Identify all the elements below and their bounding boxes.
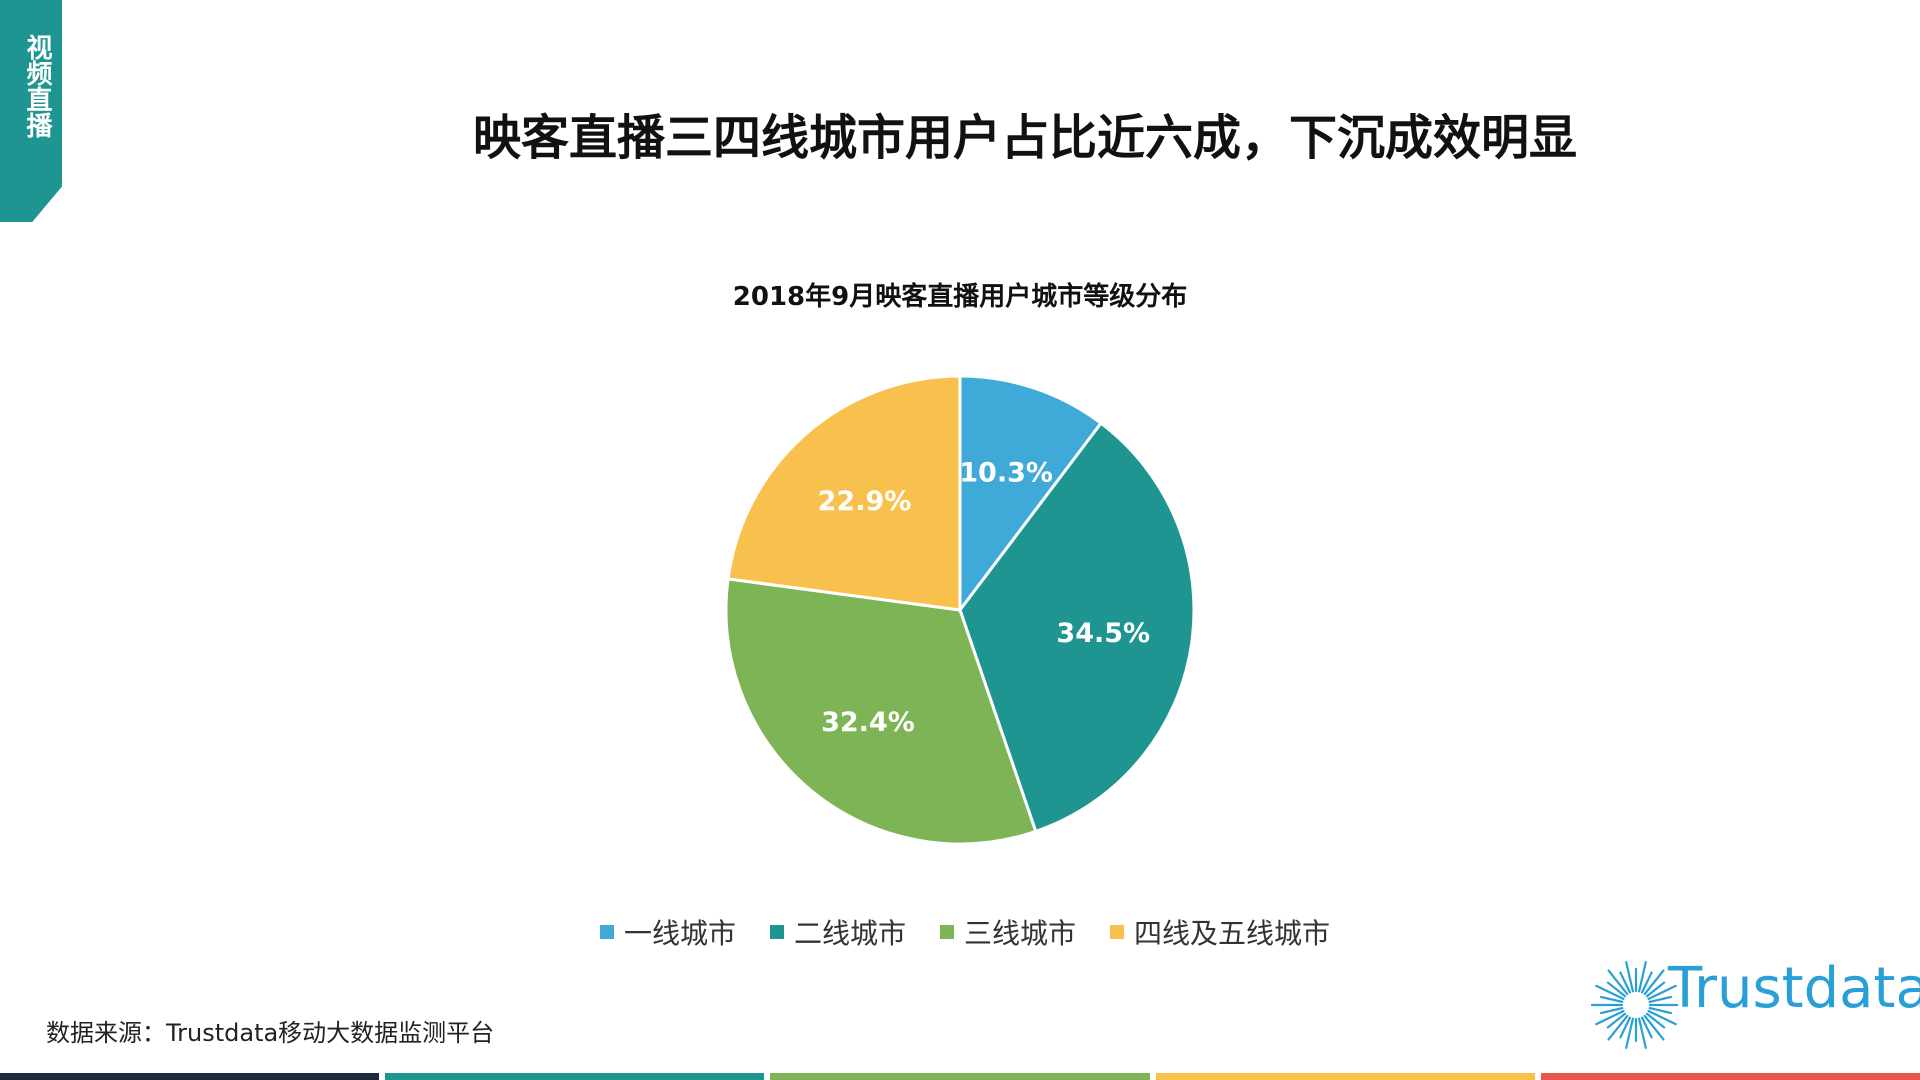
legend-swatch (1110, 925, 1125, 939)
bottom-bar-segment (385, 1073, 765, 1080)
pie-slice-1 (958, 374, 1104, 615)
chart-title: 2018年9月映客直播用户城市等级分布 (732, 282, 1188, 312)
side-tab-label: 视频直播 (22, 34, 52, 138)
pie-slice-2 (958, 421, 1196, 834)
side-tab: 视频直播 (0, 0, 62, 222)
pie-chart: 10.3% 34.5% 32.4% 22.9% (724, 374, 1196, 846)
slice-data-label: 34.5% (1056, 618, 1150, 649)
legend-swatch (599, 925, 614, 939)
bottom-bar-segment (770, 1073, 1150, 1080)
bottom-color-bar (0, 1073, 1920, 1080)
legend-item: 二线城市 (769, 912, 906, 952)
logo-text: Trustdata (1668, 956, 1920, 1021)
slice-data-label: 32.4% (821, 707, 915, 738)
slice-data-label: 22.9% (818, 486, 912, 517)
legend-item: 一线城市 (599, 912, 736, 952)
bottom-bar-segment (0, 1073, 380, 1080)
bottom-bar-segment (1155, 1073, 1535, 1080)
legend-label: 四线及五线城市 (1134, 917, 1331, 950)
legend: 一线城市 二线城市 三线城市 四线及五线城市 (0, 912, 1920, 952)
legend-item: 四线及五线城市 (1110, 912, 1330, 952)
legend-label: 三线城市 (964, 917, 1077, 950)
bottom-bar-segment (1540, 1073, 1920, 1080)
page-title: 映客直播三四线城市用户占比近六成，下沉成效明显 (472, 110, 1577, 166)
legend-label: 二线城市 (793, 917, 906, 950)
legend-swatch (940, 925, 954, 939)
legend-label: 一线城市 (623, 917, 736, 950)
pie-slice-3 (724, 577, 1038, 846)
slice-data-label: 10.3% (959, 457, 1053, 488)
legend-swatch (769, 925, 784, 939)
legend-item: 三线城市 (940, 912, 1076, 952)
data-source-note: 数据来源：Trustdata移动大数据监测平台 (46, 1019, 495, 1047)
sunburst-icon (1590, 961, 1682, 1049)
pie-slice-4 (726, 374, 962, 612)
trustdata-logo: Trustdata (1588, 950, 1920, 1060)
